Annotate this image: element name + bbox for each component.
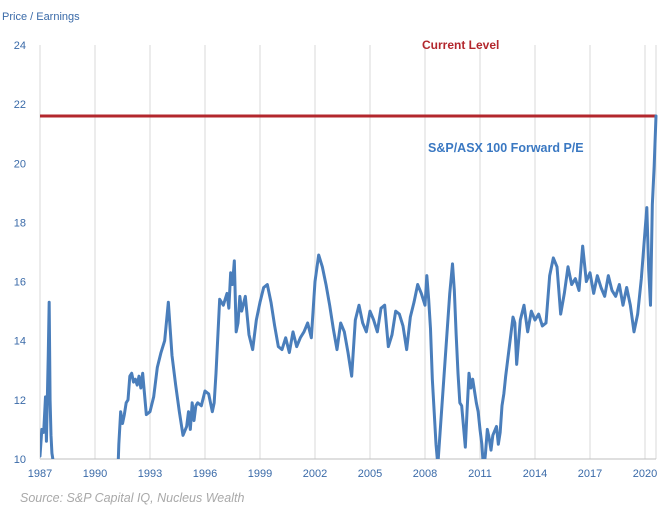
x-tick-label: 1996 (193, 468, 217, 480)
x-tick-label: 2002 (303, 468, 327, 480)
y-tick-label: 16 (14, 277, 26, 289)
y-tick-label: 10 (14, 454, 26, 466)
series-annotation-label: S&P/ASX 100 Forward P/E (428, 141, 584, 155)
gridlines (39, 45, 657, 459)
x-tick-label: 2008 (413, 468, 437, 480)
series-line (40, 114, 658, 459)
x-tick-label: 2017 (578, 468, 602, 480)
current-level-label: Current Level (422, 38, 499, 52)
y-tick-label: 22 (14, 99, 26, 111)
y-tick-label: 12 (14, 395, 26, 407)
x-tick-label: 2011 (468, 468, 492, 480)
y-tick-label: 18 (14, 217, 26, 229)
source-note: Source: S&P Capital IQ, Nucleus Wealth (20, 491, 244, 505)
y-tick-label: 24 (14, 40, 26, 52)
x-tick-label: 2014 (523, 468, 547, 480)
y-axis-title: Price / Earnings (2, 11, 80, 23)
x-tick-label: 2020 (633, 468, 657, 480)
axes: 1987 1990 1993 1996 1999 2002 2005 2008 2011 2014… (14, 40, 657, 480)
y-tick-label: 20 (14, 158, 26, 170)
x-tick-label: 1990 (83, 468, 107, 480)
x-tick-label: 1987 (28, 468, 52, 480)
x-tick-label: 1993 (138, 468, 162, 480)
x-tick-label: 1999 (248, 468, 272, 480)
x-tick-label: 2005 (358, 468, 382, 480)
series-group (40, 114, 658, 459)
y-tick-label: 14 (14, 336, 26, 348)
